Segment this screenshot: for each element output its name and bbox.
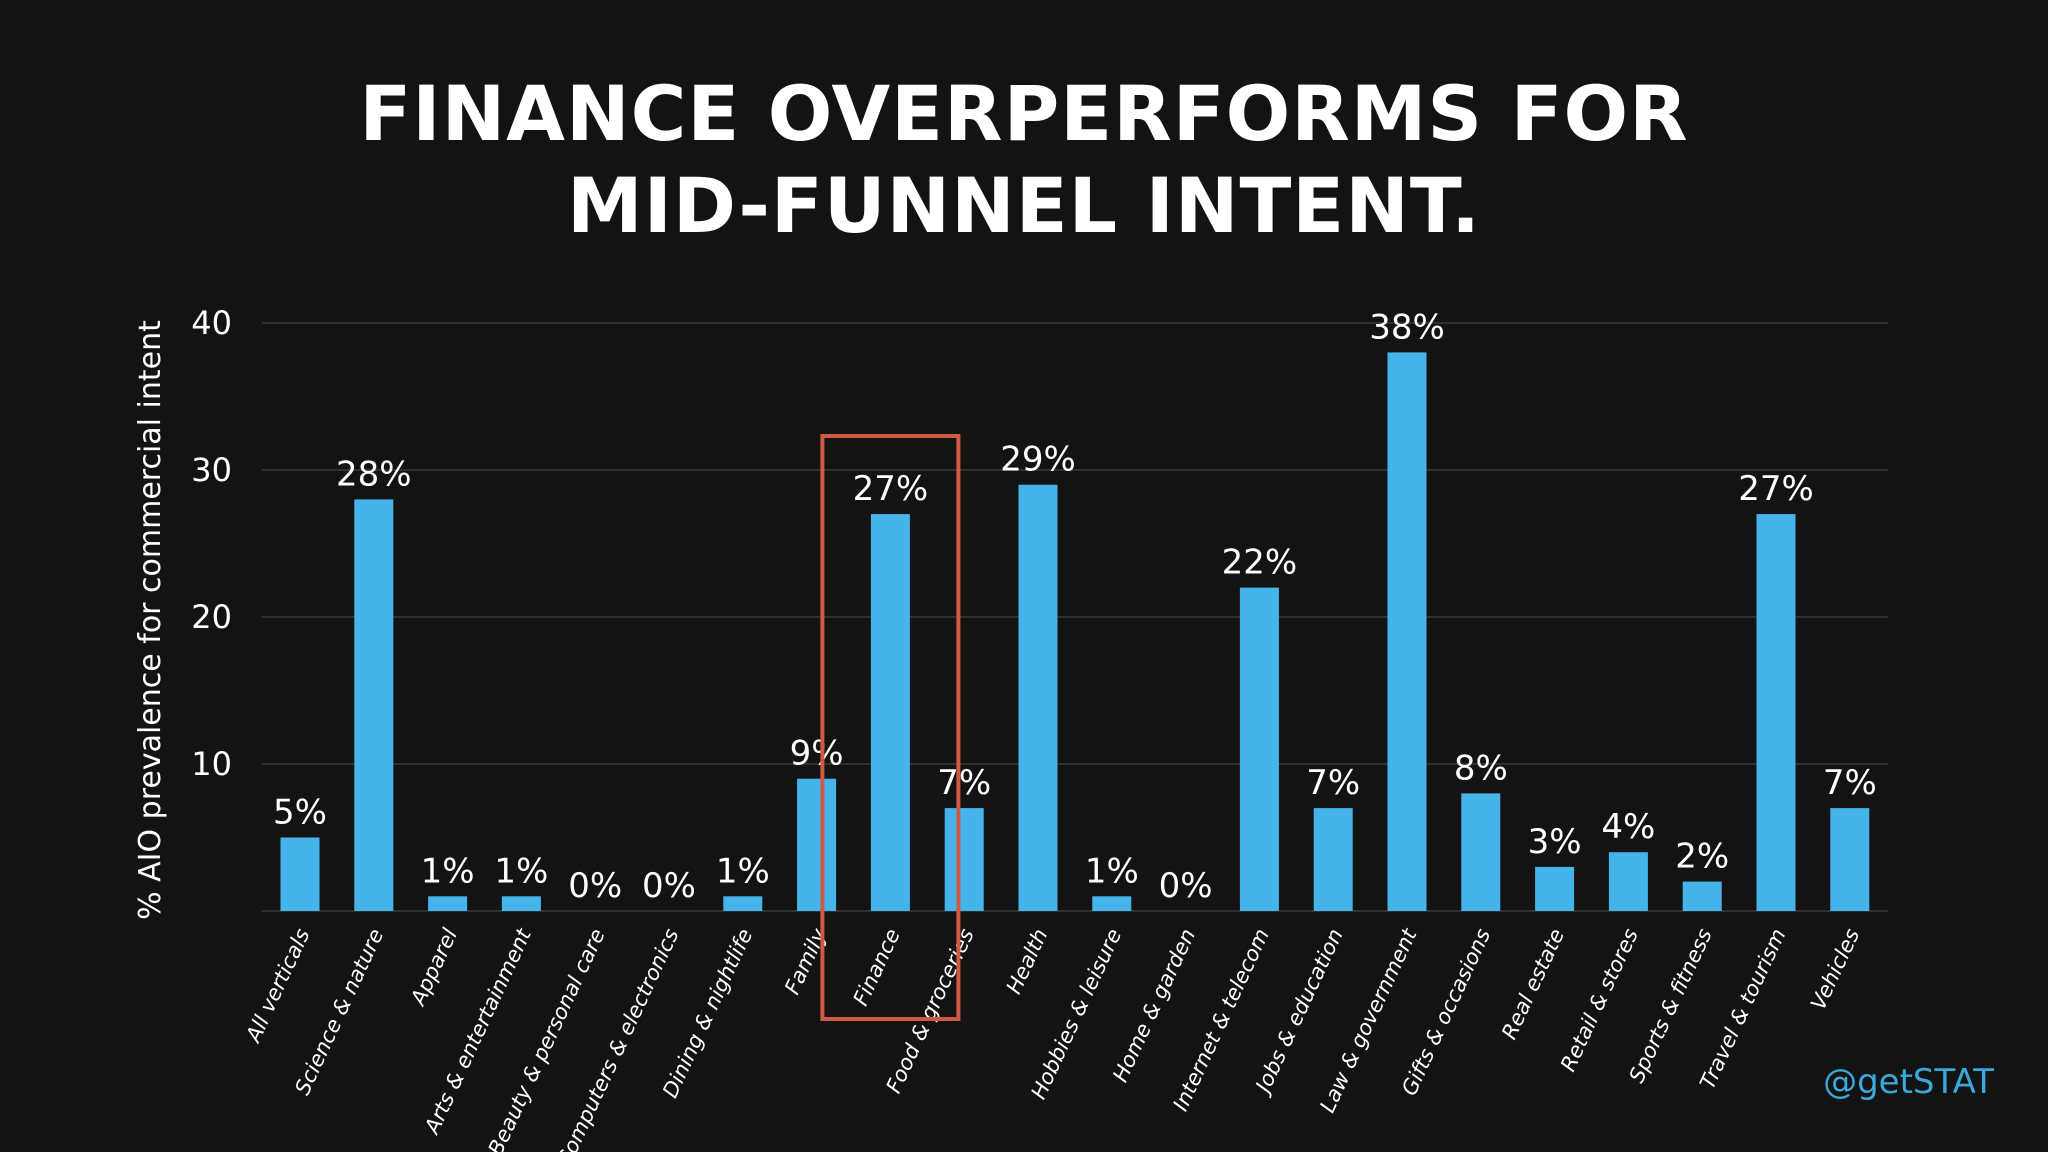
y-tick-label: 20 [191, 598, 232, 636]
data-label: 7% [937, 763, 991, 803]
data-label: 0% [1159, 866, 1213, 906]
bars [280, 352, 1870, 911]
bar [1313, 808, 1353, 911]
y-axis-label: % AIO prevalence for commercial intent [133, 320, 168, 920]
chart-title: FINANCE OVERPERFORMS FOR MID-FUNNEL INTE… [0, 68, 2048, 252]
bar [1830, 808, 1870, 911]
data-label: 8% [1454, 748, 1508, 788]
data-label: 1% [1085, 851, 1139, 891]
bar [1535, 866, 1575, 911]
x-tick-label: Real estate [1497, 925, 1569, 1043]
data-label: 38% [1369, 307, 1445, 347]
y-axis-ticks: 10 20 30 40 [191, 304, 232, 783]
bar [501, 896, 541, 911]
chart-title-line-1: FINANCE OVERPERFORMS FOR [359, 69, 1689, 158]
bar [1461, 793, 1501, 911]
data-label: 27% [853, 469, 929, 509]
y-tick-label: 40 [191, 304, 232, 342]
data-labels: 5% 28% 1% 1% 0% 0% 1% 9% 27% 7% 29% 1% 0% 22% 7% 38% 8% 3… [273, 307, 1877, 906]
data-label: 0% [642, 866, 696, 906]
data-label: 1% [421, 851, 475, 891]
x-tick-label: Home & garden [1108, 925, 1200, 1086]
bar [1608, 852, 1648, 911]
data-label: 28% [336, 454, 412, 494]
data-label: 5% [273, 793, 327, 833]
x-tick-label: Health [1002, 925, 1053, 998]
bar [428, 896, 468, 911]
bar [1387, 352, 1427, 911]
bar [354, 499, 394, 911]
y-tick-label: 10 [191, 745, 232, 783]
data-label: 0% [568, 866, 622, 906]
data-label: 3% [1528, 822, 1582, 862]
data-label: 7% [1823, 763, 1877, 803]
bar [1092, 896, 1132, 911]
bar [723, 896, 763, 911]
data-label: 29% [1000, 440, 1076, 480]
x-tick-label: Vehicles [1806, 925, 1864, 1014]
x-tick-label: All verticals [240, 925, 314, 1048]
bar [280, 837, 320, 911]
finance-highlight-box [820, 434, 961, 1021]
y-tick-label: 30 [191, 451, 232, 489]
data-label: 4% [1601, 807, 1655, 847]
bar [797, 778, 837, 911]
bar [1018, 484, 1058, 911]
data-label: 1% [494, 851, 548, 891]
brand-handle: @getSTAT [1823, 1062, 1994, 1102]
bar [870, 514, 910, 911]
data-label: 22% [1222, 543, 1298, 583]
bar [1756, 514, 1796, 911]
chart-title-line-2: MID-FUNNEL INTENT. [566, 161, 1481, 250]
data-label: 7% [1306, 763, 1360, 803]
x-tick-label: Finance [849, 925, 905, 1009]
bar [1682, 881, 1722, 911]
data-label: 1% [716, 851, 770, 891]
x-tick-label: Sports & fitness [1624, 925, 1716, 1087]
x-tick-label: Retail & stores [1556, 925, 1643, 1075]
data-label: 27% [1738, 469, 1814, 509]
bar [944, 808, 984, 911]
x-tick-label: Apparel [405, 925, 462, 1011]
data-label: 2% [1675, 837, 1729, 877]
data-label: 9% [790, 734, 844, 774]
bar [1239, 587, 1279, 911]
